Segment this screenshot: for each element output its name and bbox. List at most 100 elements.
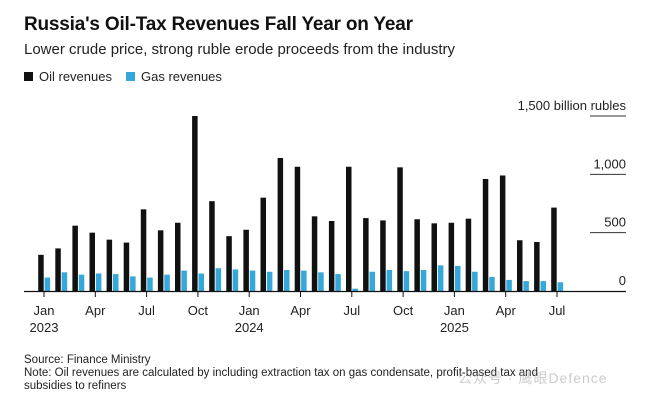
bar-gas (130, 276, 136, 291)
bar-gas (557, 282, 564, 291)
y-axis-labels: 0 500 1,000 1,500 billion rubles (518, 98, 627, 288)
x-tick-label-year: 2023 (30, 320, 59, 335)
bar-gas (113, 274, 119, 291)
bar-oil (140, 209, 147, 291)
chart-subtitle: Lower crude price, strong ruble erode pr… (24, 41, 456, 58)
chart-title: Russia's Oil-Tax Revenues Fall Year on Y… (24, 14, 413, 35)
x-tick-label-month: Apr (290, 303, 311, 318)
x-tick-label-month: Jul (549, 303, 566, 318)
bar-oil (346, 166, 352, 291)
watermark-text: 公众号 · 鹰眼Defence (458, 370, 608, 386)
x-tick-label-month: Oct (393, 303, 414, 318)
bar-gas (181, 270, 187, 291)
bar-oil (363, 218, 369, 291)
bar-gas (232, 269, 239, 291)
bar-oil (123, 242, 130, 291)
x-tick-label-year: 2025 (440, 320, 469, 335)
bar-oil (431, 223, 437, 291)
legend-swatch-oil (24, 72, 33, 81)
bar-oil (328, 221, 335, 291)
x-tick-label-month: Apr (496, 303, 517, 318)
legend-item-gas: Gas revenues (125, 69, 222, 84)
bar-gas (44, 277, 51, 291)
y-tick-label: 1,000 (593, 156, 626, 171)
bar-oil (89, 232, 95, 291)
y-tick-label: 0 (619, 273, 626, 288)
bar-oil (157, 230, 164, 291)
bar-oil (277, 158, 284, 291)
x-tick-label-month: Jul (138, 303, 155, 318)
bar-oil (397, 167, 403, 291)
bar-oil (226, 236, 232, 291)
x-axis: Jan 2023 Apr Jul Oct Jan 2024 Apr Jul Oct Jan 2025 A… (24, 290, 626, 335)
legend-label-oil: Oil revenues (39, 69, 112, 84)
bar-oil (499, 175, 506, 291)
bar-oil (465, 218, 472, 291)
bar-gas (523, 281, 529, 291)
bar-oil (517, 240, 523, 291)
legend-item-oil: Oil revenues (24, 69, 112, 84)
bar-oil (243, 229, 249, 291)
bar-oil (414, 219, 420, 291)
bar-gas (78, 274, 85, 291)
bar-gas (352, 288, 358, 291)
bars (38, 116, 564, 291)
bar-gas (301, 270, 307, 291)
bar-oil (175, 222, 181, 291)
bar-gas (437, 265, 444, 291)
bar-oil (534, 242, 540, 291)
x-tick-label-month: Jul (343, 303, 360, 318)
bar-gas (403, 271, 410, 291)
bar-gas (455, 265, 461, 291)
x-tick-label-month: Apr (85, 303, 106, 318)
x-tick-label-month: Oct (188, 303, 209, 318)
bar-oil (294, 166, 301, 291)
bar-gas (369, 271, 375, 291)
bar-gas (472, 271, 478, 291)
bar-gas (198, 273, 204, 291)
bar-gas (420, 270, 427, 291)
bar-oil (482, 179, 489, 291)
bar-gas (95, 273, 102, 291)
footnote-line-1: Note: Oil revenues are calculated by inc… (24, 367, 538, 379)
bar-gas (215, 268, 222, 291)
y-tick-label: 1,500 billion rubles (518, 98, 627, 113)
gridlines (590, 115, 626, 234)
y-tick-label: 500 (604, 215, 626, 230)
x-tick-label-month: Jan (239, 303, 260, 318)
x-tick-label-year: 2024 (235, 320, 264, 335)
x-tick-label-month: Jan (34, 303, 55, 318)
bar-oil (55, 248, 61, 291)
bar-gas (335, 274, 341, 291)
bar-oil (192, 116, 198, 291)
bar-gas (386, 270, 393, 291)
bar-oil (260, 197, 266, 291)
chart-footer: Source: Finance Ministry Note: Oil reven… (24, 354, 624, 393)
footnote-line-2: subsidies to refiners (24, 380, 127, 392)
source-note: Source: Finance Ministry (24, 354, 151, 366)
bar-gas (318, 272, 324, 291)
bar-oil (38, 254, 44, 291)
bar-oil (209, 201, 215, 291)
bar-oil (551, 207, 557, 291)
bar-oil (106, 239, 113, 291)
bar-gas (540, 281, 546, 291)
bar-gas (489, 277, 495, 291)
x-tick-label-month: Jan (444, 303, 465, 318)
bar-gas (164, 274, 170, 291)
legend: Oil revenues Gas revenues (24, 69, 236, 84)
bar-gas (266, 271, 273, 291)
bar-oil (72, 225, 78, 291)
bar-oil (448, 222, 455, 291)
legend-label-gas: Gas revenues (140, 69, 222, 84)
bar-gas (506, 279, 512, 291)
bar-oil (380, 220, 386, 291)
bar-gas (61, 272, 68, 291)
bar-gas (284, 270, 290, 291)
bar-gas (249, 270, 256, 291)
bar-oil (311, 216, 318, 291)
legend-swatch-gas (125, 72, 135, 81)
bar-gas (147, 277, 153, 291)
